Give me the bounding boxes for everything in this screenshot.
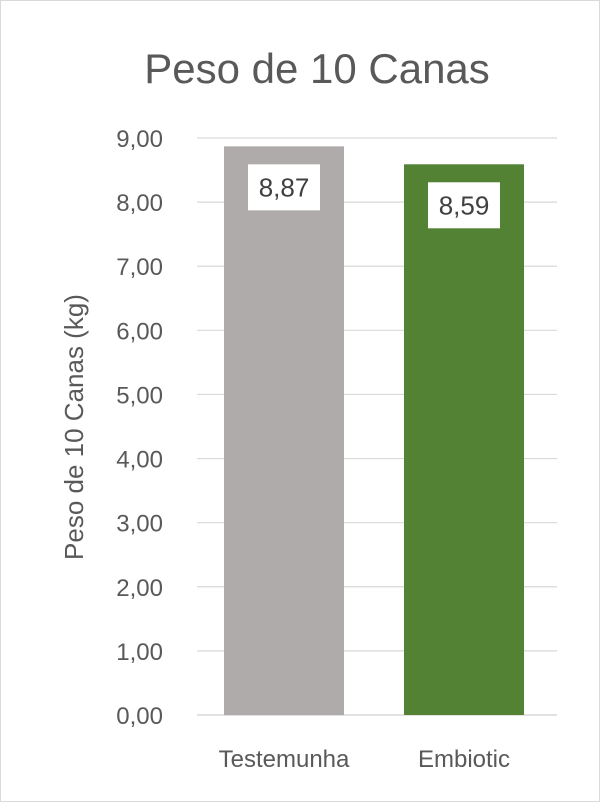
y-axis-label: Peso de 10 Canas (kg) <box>59 294 89 560</box>
bar-embiotic <box>404 164 524 716</box>
bars <box>224 146 524 716</box>
y-tick-label: 0,00 <box>116 703 163 730</box>
y-tick-label: 7,00 <box>116 254 163 281</box>
y-tick-label: 8,00 <box>116 190 163 217</box>
y-tick-label: 3,00 <box>116 511 163 538</box>
data-label: 8,87 <box>259 172 310 202</box>
x-category-label: Embiotic <box>418 746 510 773</box>
y-tick-label: 4,00 <box>116 447 163 474</box>
bar-testemunha <box>224 146 344 715</box>
x-category-label: Testemunha <box>219 746 350 773</box>
data-label-box <box>248 164 320 211</box>
y-tick-label: 5,00 <box>116 382 163 409</box>
data-label-box <box>428 182 500 229</box>
data-labels: 8,87 8,59 <box>248 164 500 229</box>
y-tick-labels: 0,00 1,00 2,00 3,00 4,00 5,00 6,00 7,00 8,00 9,00 <box>116 126 163 730</box>
y-tick-label: 9,00 <box>116 126 163 153</box>
y-tick-label: 6,00 <box>116 318 163 345</box>
category-labels: Testemunha Embiotic <box>219 746 510 773</box>
y-tick-label: 1,00 <box>116 639 163 666</box>
data-label: 8,59 <box>439 190 490 220</box>
chart-title: Peso de 10 Canas <box>144 45 490 92</box>
y-tick-label: 2,00 <box>116 575 163 602</box>
